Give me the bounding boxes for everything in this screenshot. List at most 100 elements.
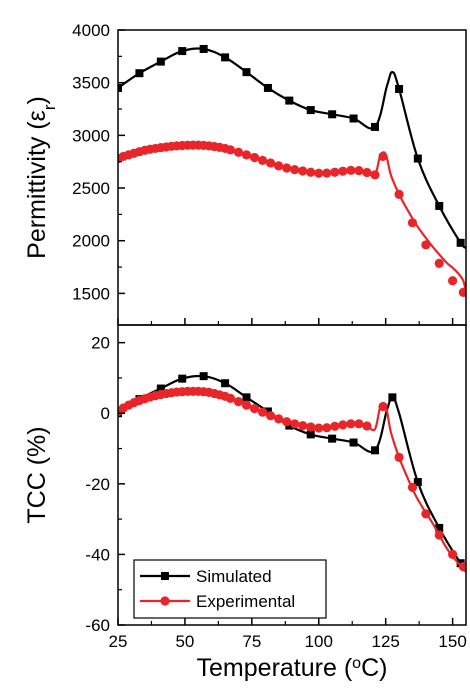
series-simulated (118, 372, 466, 570)
legend-label-simulated: Simulated (196, 567, 272, 586)
data-point-experimental (290, 164, 300, 175)
data-point-simulated (388, 393, 397, 402)
data-point-experimental (338, 420, 348, 430)
data-point-experimental (458, 287, 466, 297)
x-tick-label: 100 (305, 632, 333, 651)
data-point-experimental (249, 404, 260, 414)
plot-frame (117, 29, 467, 326)
data-point-experimental (434, 258, 444, 268)
series-experimental (118, 140, 466, 297)
data-point-experimental (314, 423, 324, 433)
legend-label-experimental: Experimental (196, 592, 295, 611)
data-point-simulated (156, 384, 165, 393)
series-experimental (118, 386, 466, 573)
data-point-simulated (178, 374, 187, 383)
data-point-experimental (378, 401, 388, 412)
data-point-experimental (394, 189, 404, 199)
x-tick-label: 75 (242, 632, 261, 651)
data-point-experimental (448, 549, 458, 560)
panel-2: -60 -40 -20 0 20 25 50 75 100 125 150 TCC (%) Temper… (23, 324, 467, 682)
series-line-experimental (118, 390, 466, 573)
data-point-experimental (265, 158, 276, 168)
data-point-experimental (362, 167, 372, 178)
data-point-experimental (421, 509, 431, 519)
data-point-experimental (265, 411, 276, 421)
data-point-experimental (274, 414, 284, 424)
x-tick-label: 25 (109, 632, 128, 651)
data-point-simulated (328, 110, 337, 119)
data-point-simulated (263, 407, 272, 416)
data-point-experimental (314, 168, 324, 178)
data-point-experimental (257, 407, 268, 417)
data-point-experimental (354, 166, 364, 176)
data-point-experimental (394, 452, 404, 462)
y-tick-label: 0 (101, 404, 110, 423)
data-point-simulated (395, 85, 404, 93)
plot-frame (117, 324, 467, 626)
data-point-experimental (448, 276, 458, 286)
series-simulated (118, 44, 466, 249)
y-tick-label: 20 (91, 334, 110, 353)
data-point-simulated (328, 434, 337, 443)
data-point-experimental (233, 396, 244, 407)
series-line-simulated (118, 374, 466, 570)
data-point-experimental (458, 562, 466, 572)
y-tick-label: -20 (85, 475, 110, 494)
data-point-simulated (349, 114, 358, 123)
data-point-simulated (263, 83, 272, 92)
x-axis-title-degree: o (352, 655, 361, 672)
y-tick-label: -60 (85, 616, 110, 635)
data-point-simulated (413, 478, 422, 487)
data-point-simulated (370, 446, 379, 455)
data-point-experimental (298, 420, 308, 431)
data-point-experimental (241, 400, 252, 410)
data-point-experimental (257, 155, 268, 166)
data-point-simulated (435, 523, 444, 532)
data-point-experimental (225, 393, 236, 404)
data-point-experimental (407, 482, 418, 492)
data-point-experimental (298, 166, 308, 176)
data-point-experimental (282, 417, 292, 427)
legend-marker-simulated (161, 572, 169, 580)
data-point-experimental (421, 240, 431, 250)
data-point-simulated (178, 47, 187, 56)
y-axis-title: Permittivity (εr) (23, 96, 59, 259)
data-point-simulated (285, 96, 294, 105)
x-tick-label: 150 (438, 632, 466, 651)
data-point-simulated (285, 421, 294, 430)
data-point-experimental (370, 170, 380, 180)
y-tick-label: 3500 (72, 74, 110, 93)
x-tick-label: 125 (372, 632, 400, 651)
y-axis-title-close: ) (23, 96, 51, 104)
data-point-simulated (156, 57, 165, 66)
data-point-simulated (199, 372, 208, 381)
data-point-simulated (199, 44, 208, 53)
data-point-simulated (135, 69, 144, 78)
data-point-experimental (241, 150, 252, 160)
x-tick-label: 50 (175, 632, 194, 651)
data-point-simulated (306, 430, 315, 439)
data-point-simulated (456, 238, 465, 247)
data-point-experimental (274, 161, 284, 171)
data-point-simulated (221, 53, 230, 62)
data-point-simulated (242, 393, 251, 402)
data-point-experimental (306, 422, 316, 432)
data-point-simulated (435, 201, 444, 210)
y-tick-label: 4000 (72, 21, 110, 40)
y-tick-label: 3000 (72, 126, 110, 145)
y-tick-label: 1500 (72, 284, 110, 303)
y-tick-label: 2500 (72, 179, 110, 198)
legend: Simulated Experimental (133, 559, 327, 619)
y-axis-title-subscript: r (40, 104, 59, 110)
x-axis-title: Temperature (oC) (197, 654, 388, 682)
data-point-experimental (362, 421, 372, 431)
data-point-experimental (249, 152, 260, 163)
data-point-simulated (221, 379, 230, 388)
data-point-simulated (118, 83, 122, 92)
data-point-experimental (346, 419, 356, 429)
data-point-experimental (322, 423, 332, 433)
data-point-experimental (346, 165, 356, 175)
y-axis-title-main: Permittivity (ε (23, 110, 51, 259)
data-point-experimental (322, 168, 332, 178)
